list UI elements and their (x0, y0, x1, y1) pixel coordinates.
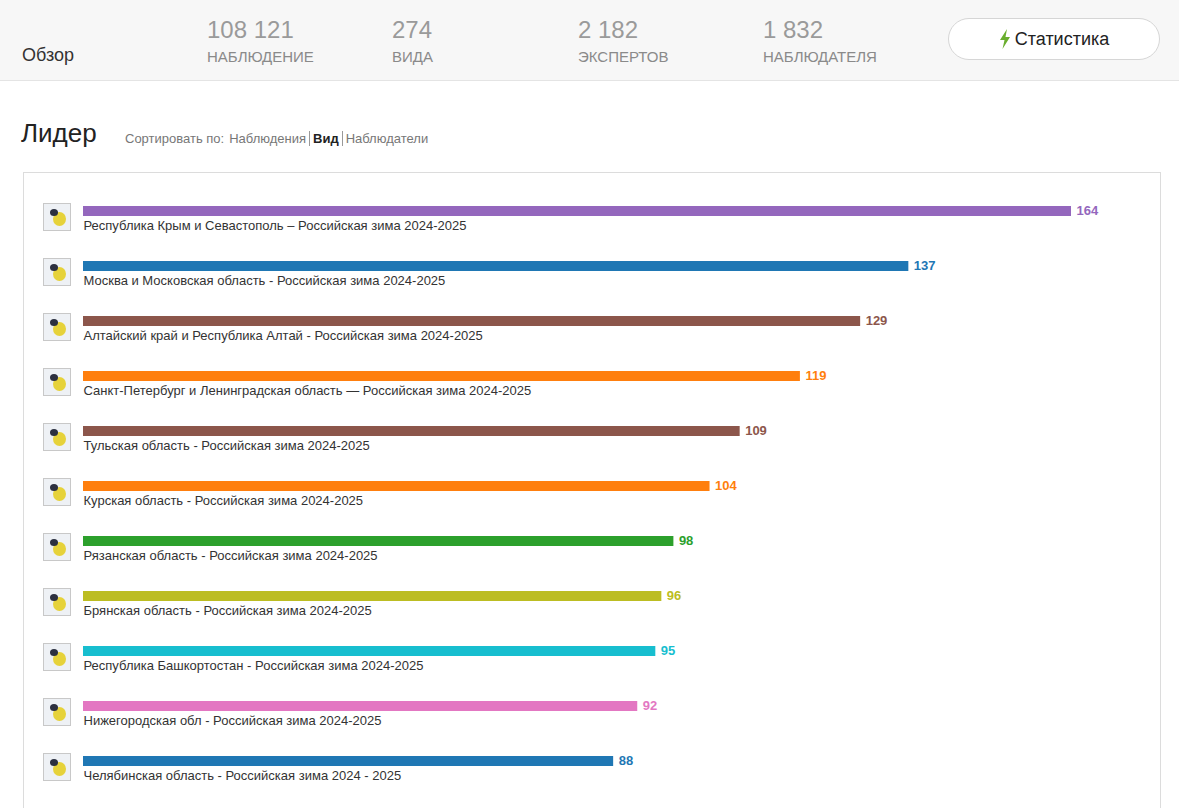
html-text:ВИДА: ВИДА (392, 48, 433, 65)
svg-text:96: 96 (667, 588, 681, 603)
svg-text:Республика Крым и Севастополь: Республика Крым и Севастополь – Российск… (84, 218, 467, 233)
svg-text:95: 95 (661, 643, 675, 658)
html-text:НАБЛЮДАТЕЛЯ: НАБЛЮДАТЕЛЯ (763, 48, 877, 65)
svg-text:137: 137 (914, 258, 936, 273)
html-text:Статистика: Статистика (1014, 28, 1110, 49)
html-text:Лидер: Лидер (21, 118, 97, 148)
svg-text:164: 164 (1077, 203, 1099, 218)
html-text:2 182: 2 182 (578, 16, 639, 43)
svg-text:Москва и Московская область -: Москва и Московская область - Российская… (84, 273, 446, 288)
svg-text:119: 119 (805, 368, 826, 383)
html-text:108 121: 108 121 (207, 16, 294, 43)
html-text:НАБЛЮДЕНИЕ: НАБЛЮДЕНИЕ (207, 48, 314, 65)
html-text:274: 274 (392, 16, 432, 43)
svg-text:Санкт-Петербург и Ленинградска: Санкт-Петербург и Ленинградская область … (84, 383, 532, 398)
html-text:Вид: Вид (313, 131, 339, 146)
svg-text:88: 88 (619, 753, 633, 768)
svg-text:98: 98 (679, 533, 693, 548)
svg-text:104: 104 (715, 478, 737, 493)
svg-text:Рязанская область - Российская: Рязанская область - Российская зима 2024… (84, 548, 378, 563)
html-text:Обзор: Обзор (22, 45, 74, 65)
html-text:Наблюдатели: Наблюдатели (345, 131, 429, 146)
svg-text:Тульская область - Российская: Тульская область - Российская зима 2024-… (84, 438, 370, 453)
svg-text:Курская область - Российская з: Курская область - Российская зима 2024-2… (84, 493, 364, 508)
html-text:ЭКСПЕРТОВ: ЭКСПЕРТОВ (578, 48, 669, 65)
svg-text:Брянская область - Российская: Брянская область - Российская зима 2024-… (84, 603, 372, 618)
svg-text:Алтайский край и Республика Ал: Алтайский край и Республика Алтай - Росс… (84, 328, 483, 343)
svg-text:109: 109 (745, 423, 767, 438)
svg-text:129: 129 (866, 313, 888, 328)
svg-text:Челябинская область - Российск: Челябинская область - Российская зима 20… (84, 768, 402, 783)
html-text:1 832: 1 832 (763, 16, 824, 43)
svg-text:Нижегородская обл - Российская: Нижегородская обл - Российская зима 2024… (84, 713, 382, 728)
html-text:Сортировать по: Наблюдения: Сортировать по: Наблюдения (125, 131, 306, 146)
svg-text:92: 92 (643, 698, 657, 713)
svg-text:Республика Башкортостан - Росс: Республика Башкортостан - Российская зим… (84, 658, 424, 673)
